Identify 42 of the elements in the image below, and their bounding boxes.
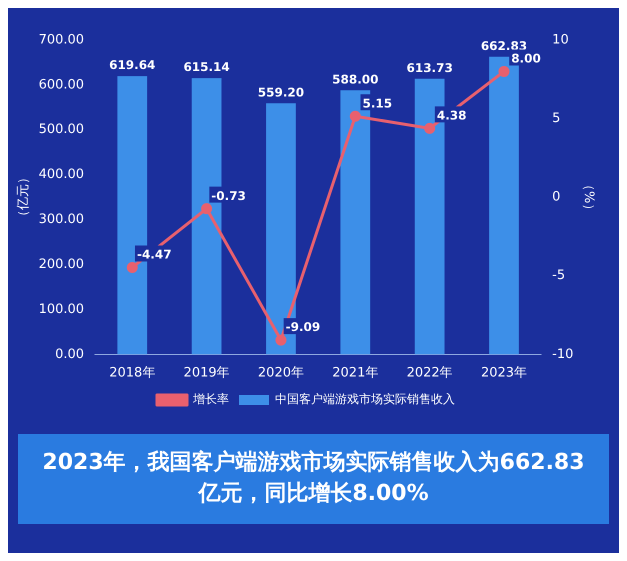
y-tick-label: 600.00 xyxy=(38,77,84,92)
y2-tick-label: 0 xyxy=(552,190,560,205)
data-label: 662.83 xyxy=(480,38,528,53)
legend-label: 增长率 xyxy=(192,392,229,406)
y2-tick-label: -10 xyxy=(552,346,574,362)
text: 2023年，我国客户端游戏市场实际销售收入为662.83亿元，同比增长8.00% xyxy=(18,434,609,524)
y-tick-label: 200.00 xyxy=(38,256,84,272)
y2-tick-label: 5 xyxy=(552,110,560,126)
x-tick-label: 2020年 xyxy=(258,366,304,381)
data-label: 588.00 xyxy=(332,72,378,86)
y-tick-label: 400.00 xyxy=(38,167,84,182)
data-label: -9.09 xyxy=(286,320,320,334)
y-tick-label: 100.00 xyxy=(38,302,84,317)
point xyxy=(275,334,286,346)
point xyxy=(424,122,436,134)
x-tick-label: 2021年 xyxy=(332,366,378,381)
data-label: 8.00 xyxy=(511,52,541,66)
y-tick-label: 700.00 xyxy=(38,32,84,48)
data-label: 559.20 xyxy=(258,85,304,100)
data-label: -4.47 xyxy=(136,248,172,262)
point xyxy=(498,66,510,77)
point xyxy=(201,203,212,214)
data-label: 5.15 xyxy=(362,96,392,110)
data-label: 615.14 xyxy=(183,60,230,74)
y-tick-label: 500.00 xyxy=(38,122,84,138)
data-label: -0.73 xyxy=(211,188,246,203)
y2-tick-label: 10 xyxy=(552,32,569,48)
point xyxy=(126,262,138,273)
x-tick-label: 2019年 xyxy=(184,366,230,381)
data-label: 619.64 xyxy=(109,58,156,72)
data-label: 613.73 xyxy=(406,60,453,75)
x-tick-label: 2018年 xyxy=(109,366,156,381)
y-tick-label: 300.00 xyxy=(38,212,84,228)
x-tick-label: 2023年 xyxy=(480,366,528,381)
data-label: 4.38 xyxy=(436,108,466,122)
y2-tick-label: -5 xyxy=(552,268,566,284)
y-axis-title: （亿元） xyxy=(16,171,32,224)
x-tick-label: 2022年 xyxy=(406,366,453,381)
legend-label: 中国客户端游戏市场实际销售收入 xyxy=(275,392,455,406)
point xyxy=(350,110,361,122)
y2-axis-title: （%） xyxy=(580,178,596,216)
y-tick-label: 0.00 xyxy=(55,346,84,362)
